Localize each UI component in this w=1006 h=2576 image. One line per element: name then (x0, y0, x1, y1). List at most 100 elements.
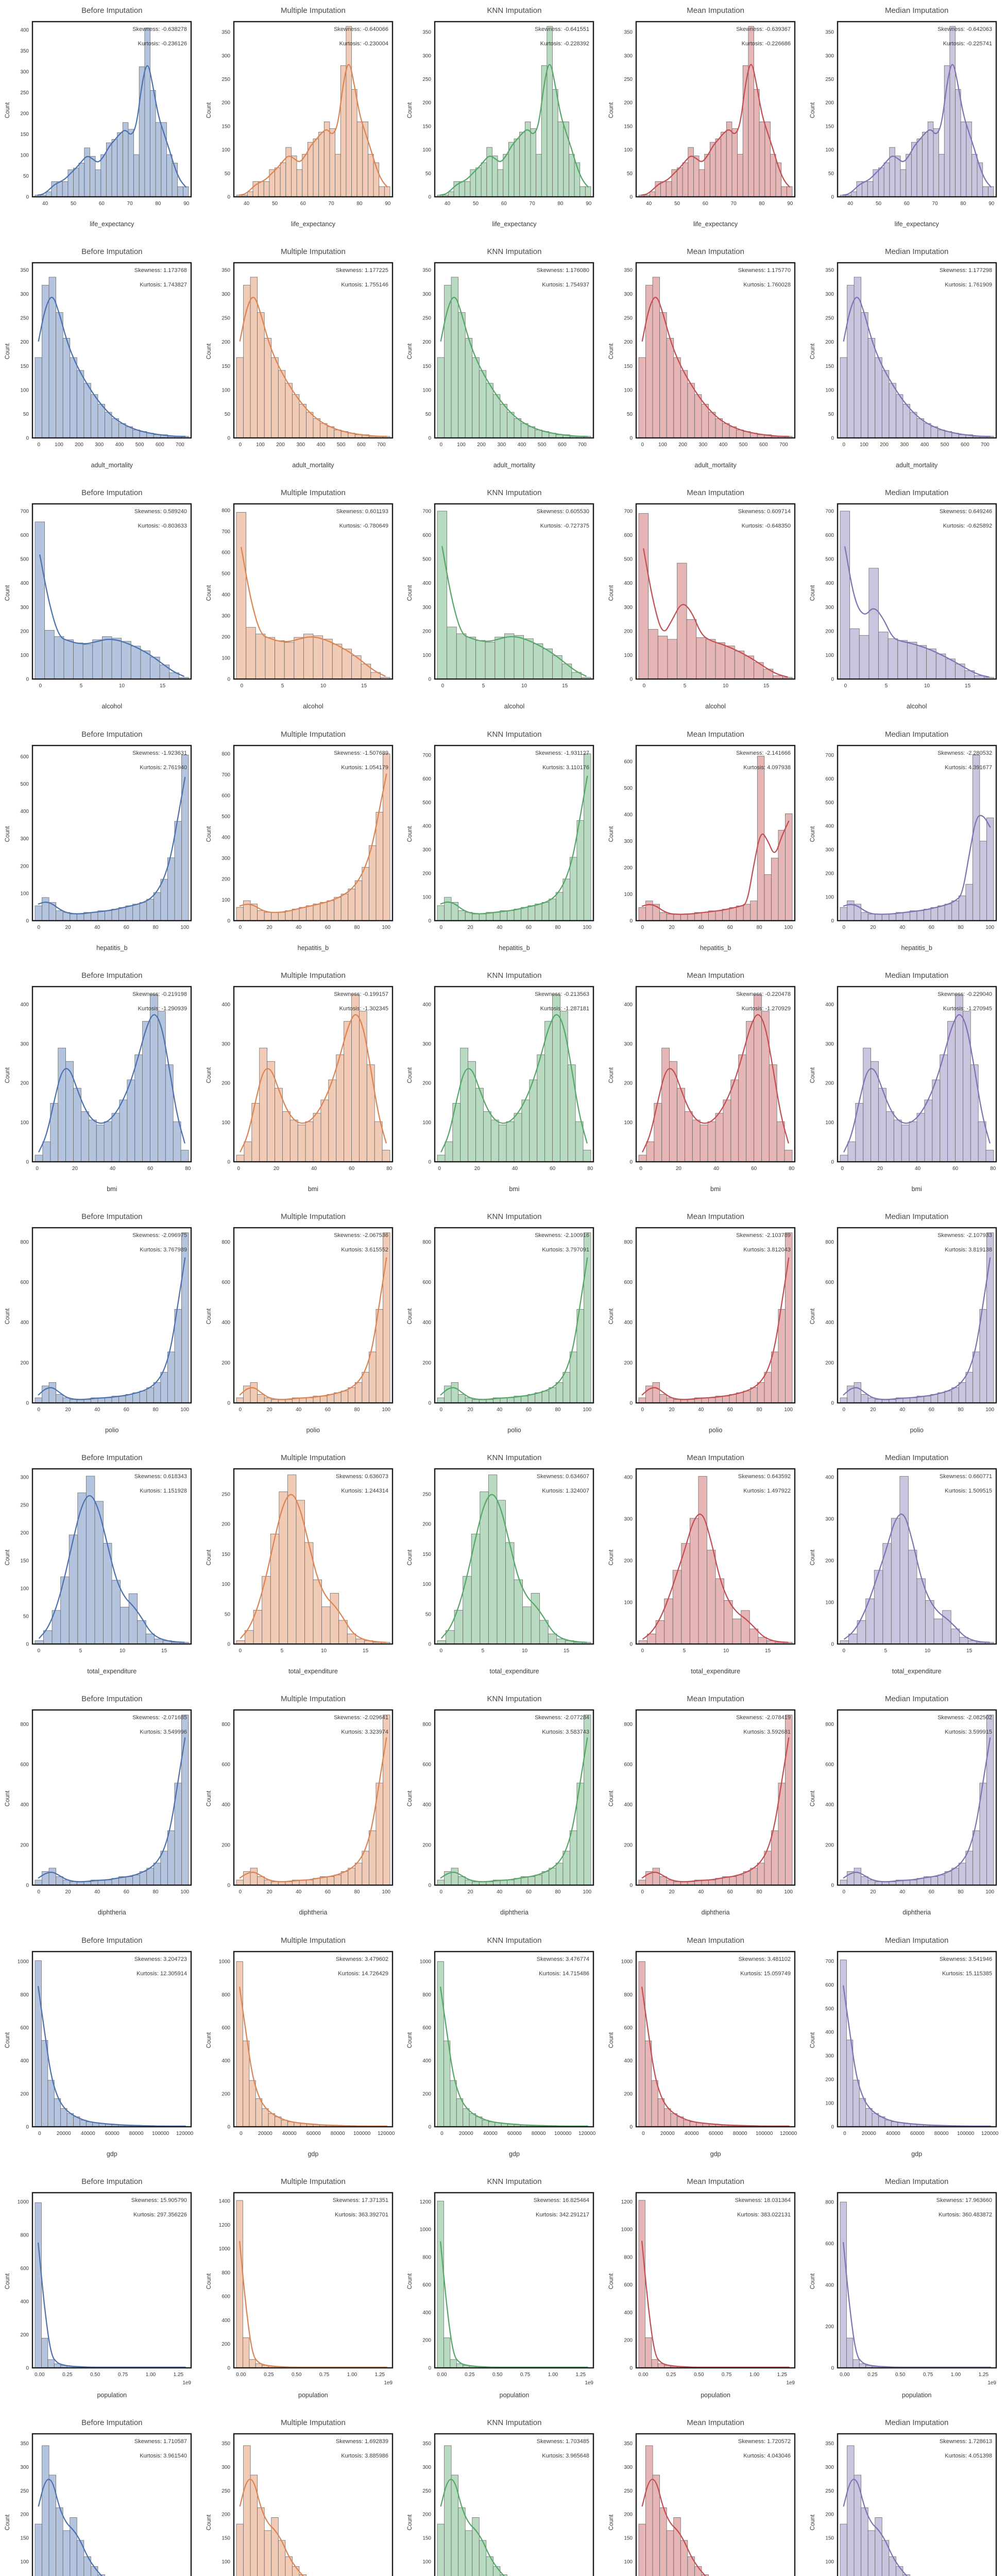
histogram-bar (249, 2080, 256, 2127)
y-tick-label: 500 (221, 571, 230, 577)
subplot-title: Before Imputation (81, 2418, 143, 2427)
y-tick-label: 600 (624, 1280, 633, 1285)
y-tick-label: 0 (630, 1642, 633, 1648)
x-tick-label: 0.00 (638, 2372, 649, 2378)
x-tick-label: 0 (841, 1166, 844, 1172)
subplot-title: Multiple Imputation (280, 1453, 346, 1463)
histogram-bar (885, 1111, 894, 1162)
y-axis-label: Count (608, 2273, 615, 2290)
x-tick-label: 20 (65, 1889, 72, 1895)
y-tick-label: 150 (624, 364, 633, 369)
y-tick-label: 300 (21, 70, 29, 75)
y-axis-label: Count (809, 1791, 816, 1807)
histogram-bar (66, 2113, 74, 2127)
histogram-bar (852, 2359, 860, 2368)
histogram-bar (645, 900, 653, 921)
x-tick-label: 300 (95, 442, 104, 448)
y-axis-label: Count (407, 1791, 414, 1807)
subplot-cell-diphtheria-4: Median Imputation Count 0 200 400 600 800 0 20 40… (805, 1688, 1006, 1929)
histogram-bar (348, 1387, 355, 1403)
kurtosis-annotation: Kurtosis: -1.270945 (943, 1006, 992, 1012)
histogram-bar (925, 1600, 934, 1645)
kurtosis-annotation: Kurtosis: 1.755146 (341, 282, 388, 288)
histogram-bar (296, 169, 303, 197)
y-tick-label: 50 (425, 412, 432, 417)
y-tick-label: 200 (21, 1080, 29, 1086)
skewness-annotation: Skewness: -2.103789 (736, 1232, 791, 1239)
axes-frame (32, 1227, 192, 1404)
subplot-title: KNN Imputation (487, 247, 542, 257)
y-tick-label: 400 (624, 1803, 633, 1808)
x-tick-label: 0 (240, 2131, 243, 2137)
kurtosis-annotation: Kurtosis: 4.051398 (945, 2453, 992, 2459)
histogram-bar (334, 1875, 342, 1886)
histogram-bar (89, 1120, 97, 1162)
histogram-bar (743, 1871, 751, 1886)
x-tick-label: 0.25 (465, 2372, 475, 2378)
histogram-bar (379, 186, 385, 197)
x-tick-label: 15 (564, 1648, 570, 1654)
histogram-bar (849, 629, 860, 680)
y-tick-label: 0 (831, 1400, 834, 1406)
subplot-title: KNN Imputation (487, 730, 542, 739)
histogram-bar (475, 1088, 484, 1162)
histogram-bar (862, 1047, 871, 1162)
y-tick-label: 250 (21, 2488, 29, 2494)
histogram-bar (35, 905, 43, 921)
x-axis-label: hepatitis_b (96, 944, 128, 952)
subplot-cell-diphtheria-1: Multiple Imputation Count 0 200 400 600 800 0 20… (201, 1688, 403, 1929)
kde-curve (240, 1014, 387, 1153)
histogram-bar (62, 181, 69, 197)
kurtosis-annotation: Kurtosis: 12.305914 (137, 1971, 187, 1977)
x-axis-label: hepatitis_b (700, 944, 731, 952)
histogram-bar (498, 169, 504, 197)
x-tick-label: 80 (153, 925, 159, 930)
histogram-bar (514, 635, 524, 680)
histogram-bar (344, 1021, 352, 1162)
y-tick-label: 50 (225, 171, 231, 177)
y-tick-label: 250 (221, 1492, 230, 1498)
histogram-bar (95, 170, 101, 197)
y-tick-label: 800 (21, 1992, 29, 1997)
histogram-bar (758, 1637, 767, 1645)
histogram-bar (666, 181, 672, 197)
y-tick-label: 300 (624, 292, 633, 297)
y-tick-label: 400 (624, 1002, 633, 1008)
histogram-bar (91, 394, 98, 438)
x-tick-label: 0 (441, 2131, 444, 2137)
y-tick-label: 50 (627, 412, 633, 417)
histogram-bar (125, 1876, 133, 1886)
skewness-annotation: Skewness: 15.905790 (131, 2197, 187, 2204)
x-tick-label: 0.75 (520, 2372, 531, 2378)
histogram-bar (475, 640, 486, 680)
histogram-bar (355, 1638, 365, 1645)
x-tick-label: 80 (555, 1889, 561, 1895)
histogram-bar (144, 27, 151, 197)
kde-curve (38, 1737, 186, 1883)
histogram-bar (900, 169, 906, 197)
histogram-bar (460, 1047, 469, 1162)
histogram-bar (916, 1578, 926, 1645)
kurtosis-annotation: Kurtosis: -1.302345 (339, 1006, 388, 1012)
kurtosis-annotation: Kurtosis: -0.648350 (742, 523, 791, 529)
histogram-bar (257, 1876, 265, 1886)
histogram-bar (463, 2108, 470, 2127)
histogram-bar (271, 911, 279, 921)
x-tick-label: 400 (115, 442, 124, 448)
y-tick-label: 400 (825, 1002, 834, 1008)
histogram-bar (437, 511, 448, 680)
histogram-bar (659, 912, 667, 921)
x-tick-label: 80 (354, 1889, 360, 1895)
y-tick-label: 100 (624, 1600, 633, 1606)
y-tick-label: 300 (825, 1041, 834, 1047)
subplot-title: Mean Imputation (687, 730, 744, 739)
y-tick-label: 700 (21, 509, 29, 515)
histogram-bar (102, 636, 112, 680)
y-tick-label: 800 (624, 2255, 633, 2260)
x-tick-label: 80 (588, 1166, 594, 1172)
histogram-bar (933, 1618, 943, 1645)
